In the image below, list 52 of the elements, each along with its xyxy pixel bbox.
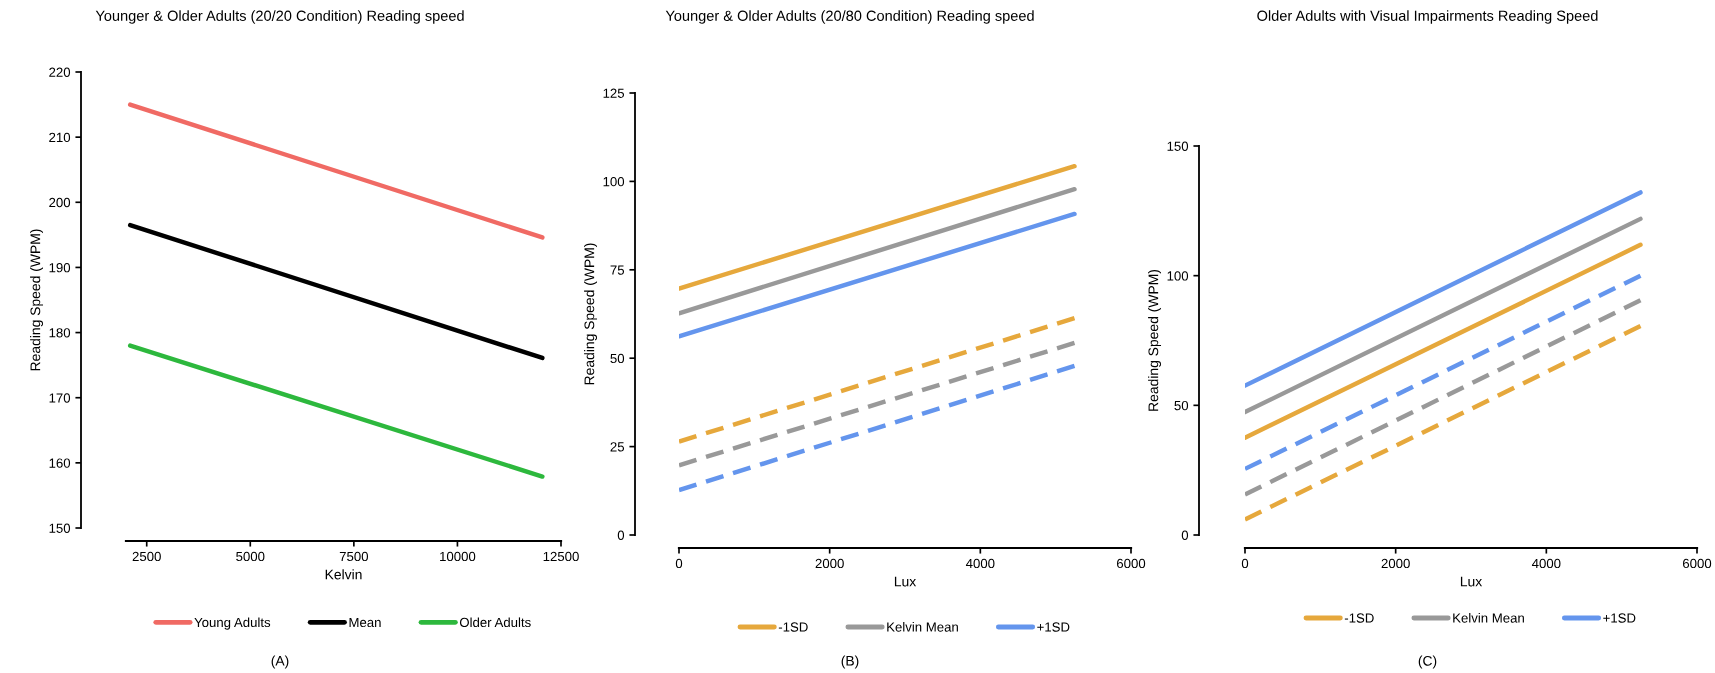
chart-title: Older Adults with Visual Impairments Reading Speed — [1257, 10, 1598, 24]
y-axis-title: Reading Speed (WPM) — [1148, 269, 1162, 411]
x-tick-label: 2000 — [815, 558, 844, 569]
x-tick-label: 4000 — [965, 558, 995, 569]
y-tick-label: 150 — [49, 523, 71, 533]
legend-label: Kelvin Mean — [887, 622, 958, 632]
legend-label: Kelvin Mean — [1453, 613, 1524, 623]
x-axis-title: Lux — [894, 576, 917, 587]
legend-label: -1SD — [778, 622, 808, 632]
legend-label: +1SD — [1037, 622, 1070, 632]
x-tick-label: 0 — [675, 558, 683, 569]
y-axis-title: Reading Speed (WPM) — [30, 229, 44, 371]
legend-label: Young Adults — [194, 617, 271, 630]
legend-label: +1SD — [1603, 613, 1636, 623]
x-tick-label: 5000 — [236, 551, 265, 562]
x-tick-label: 12500 — [543, 551, 579, 562]
y-tick-label: 180 — [49, 328, 71, 338]
y-tick-label: 125 — [603, 88, 625, 98]
y-tick-label: 0 — [617, 530, 625, 540]
x-tick-label: 2500 — [132, 551, 161, 562]
x-tick-label: 7500 — [339, 551, 369, 562]
y-tick-label: 0 — [1181, 530, 1189, 540]
y-tick-label: 75 — [610, 265, 625, 275]
y-tick-label: 220 — [49, 67, 71, 77]
y-tick-label: 100 — [603, 176, 625, 187]
x-tick-label: 6000 — [1117, 558, 1146, 569]
y-tick-label: 25 — [610, 442, 625, 452]
y-tick-label: 200 — [49, 197, 71, 208]
y-tick-label: 170 — [49, 393, 71, 403]
y-tick-label: 150 — [1167, 141, 1189, 151]
chart-title: Younger & Older Adults (20/80 Condition) Reading speed — [665, 10, 1034, 24]
x-tick-label: 0 — [1241, 558, 1249, 569]
text: (A) — [271, 655, 289, 669]
legend-label: Older Adults — [459, 617, 531, 628]
x-axis-title: Kelvin — [325, 569, 362, 580]
y-tick-label: 160 — [49, 458, 71, 468]
chart-title: Younger & Older Adults (20/20 Condition) Reading speed — [95, 10, 464, 24]
y-tick-label: 100 — [1167, 271, 1189, 281]
legend-label: Mean — [349, 617, 381, 628]
x-tick-label: 2000 — [1381, 558, 1410, 569]
x-tick-label: 6000 — [1683, 558, 1712, 569]
y-tick-label: 190 — [49, 263, 71, 273]
y-tick-label: 50 — [1174, 400, 1189, 411]
legend-label: -1SD — [1344, 613, 1374, 623]
x-tick-label: 10000 — [440, 551, 476, 562]
text: (C) — [1418, 655, 1437, 669]
y-tick-label: 50 — [610, 353, 625, 364]
x-tick-label: 4000 — [1531, 558, 1561, 569]
x-axis-title: Lux — [1460, 576, 1483, 587]
text: (B) — [841, 655, 859, 669]
y-tick-label: 210 — [49, 132, 71, 143]
y-axis-title: Reading Speed (WPM) — [584, 243, 598, 385]
